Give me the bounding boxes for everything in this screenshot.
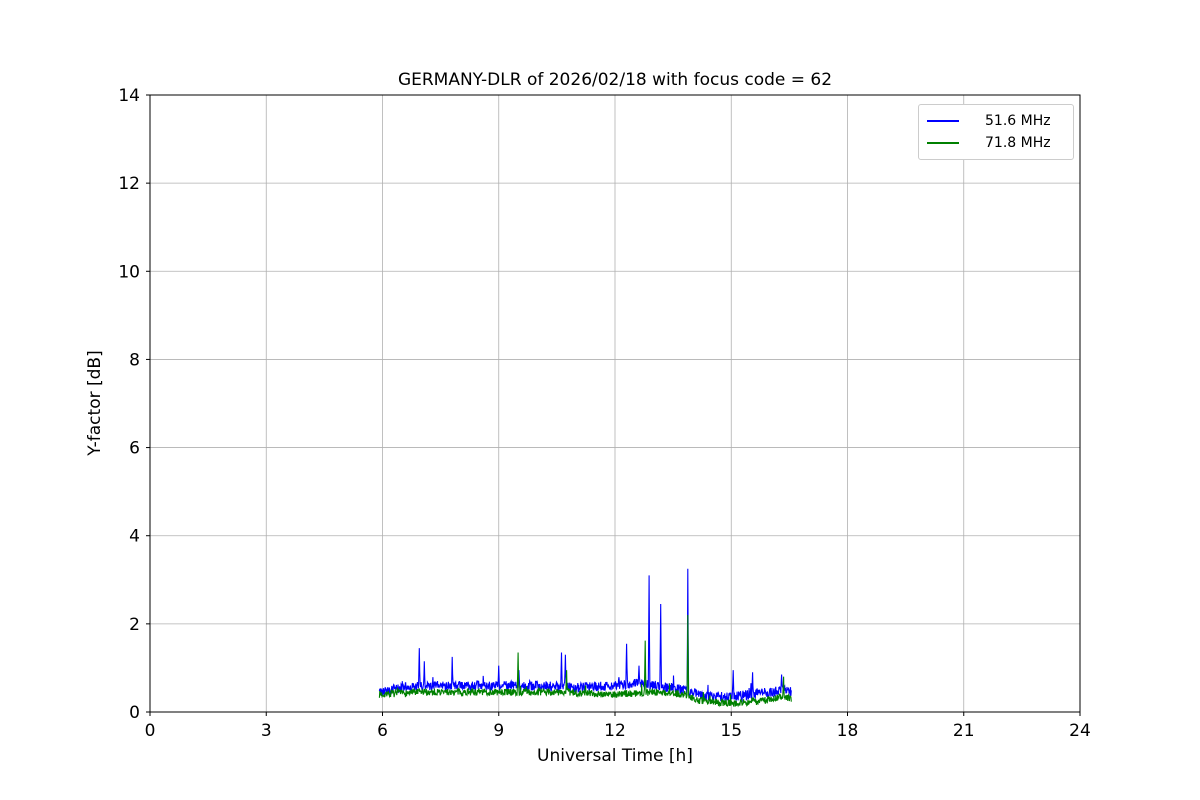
y-axis-label: Y-factor [dB]	[85, 350, 105, 456]
legend-label: 71.8 MHz	[985, 135, 1051, 151]
series-line-51-6-mhz	[378, 568, 792, 703]
y-tick-label: 2	[129, 615, 140, 635]
x-tick-label: 21	[953, 721, 975, 741]
y-tick-label: 4	[129, 527, 140, 547]
x-tick-label: 15	[720, 721, 742, 741]
gridlines	[149, 94, 1081, 713]
legend-entry-51-6-mhz: 51.6 MHz	[927, 110, 1073, 132]
x-tick-label: 0	[145, 721, 156, 741]
legend-label: 51.6 MHz	[985, 113, 1051, 129]
x-axis-label: Universal Time [h]	[537, 746, 693, 766]
y-tick-label: 0	[129, 703, 140, 723]
legend-line-sample-green	[927, 142, 959, 144]
y-tick-label: 6	[129, 439, 140, 459]
y-tick-label: 10	[118, 262, 140, 282]
y-tick-label: 8	[129, 350, 140, 370]
legend-line-sample-blue	[927, 120, 959, 122]
legend-entry-71-8-mhz: 71.8 MHz	[927, 132, 1073, 154]
x-tick-label: 24	[1069, 721, 1091, 741]
plot-data	[378, 568, 792, 708]
x-tick-label: 9	[493, 721, 504, 741]
x-tick-label: 6	[377, 721, 388, 741]
series-line-71-8-mhz	[378, 614, 792, 708]
y-tick-label: 14	[118, 86, 140, 106]
x-tick-label: 12	[604, 721, 626, 741]
x-tick-label: 18	[837, 721, 859, 741]
legend: 51.6 MHz 71.8 MHz	[918, 104, 1074, 160]
y-tick-label: 12	[118, 174, 140, 194]
x-tick-label: 3	[261, 721, 272, 741]
chart-title: GERMANY-DLR of 2026/02/18 with focus cod…	[397, 70, 833, 90]
